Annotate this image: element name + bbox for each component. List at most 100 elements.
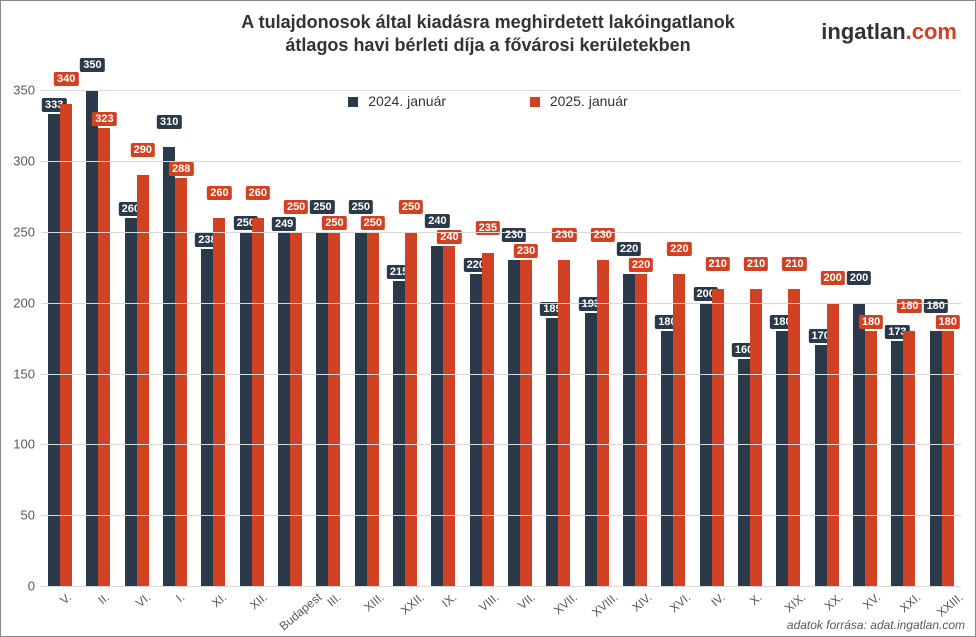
x-axis-label: XIV. — [629, 590, 655, 615]
bar-2024: 250 — [355, 232, 367, 586]
bar-value-label: 249 — [272, 217, 296, 231]
gridline — [41, 232, 961, 233]
bar-group: 333340V. — [41, 76, 79, 586]
bar-value-label: 250 — [322, 216, 346, 230]
x-axis-label: XVI. — [667, 590, 693, 615]
bar-value-label: 235 — [476, 221, 500, 235]
bar-2025: 230 — [597, 260, 609, 586]
y-axis-label: 50 — [21, 508, 35, 523]
bar-group: 249250Budapest — [271, 76, 309, 586]
bar-2025: 220 — [673, 274, 685, 586]
bar-2025: 210 — [750, 289, 762, 587]
bar-2025: 180 — [942, 331, 954, 586]
bar-2024: 220 — [470, 274, 482, 586]
bar-2025: 230 — [558, 260, 570, 586]
bar-2024: 249 — [278, 233, 290, 586]
bar-value-label: 180 — [936, 315, 960, 329]
bar-group: 189230XVII. — [539, 76, 577, 586]
bar-group: 193230XVIII. — [578, 76, 616, 586]
gridline — [41, 515, 961, 516]
y-axis-label: 350 — [13, 83, 35, 98]
bar-value-label: 350 — [80, 58, 104, 72]
bar-2024: 220 — [623, 274, 635, 586]
bar-value-label: 200 — [847, 271, 871, 285]
y-axis-label: 150 — [13, 366, 35, 381]
bar-value-label: 250 — [399, 200, 423, 214]
bar-value-label: 210 — [706, 257, 730, 271]
bar-group: 230230VII. — [501, 76, 539, 586]
bar-group: 220235VIII. — [463, 76, 501, 586]
bar-2024: 350 — [86, 90, 98, 586]
bar-group: 250250XIII. — [348, 76, 386, 586]
bar-value-label: 220 — [667, 242, 691, 256]
bar-value-label: 250 — [310, 200, 334, 214]
y-axis-label: 300 — [13, 154, 35, 169]
x-axis-label: XIII. — [361, 590, 386, 614]
bar-value-label: 260 — [246, 186, 270, 200]
bar-value-label: 180 — [897, 299, 921, 313]
x-axis-label: V. — [57, 590, 74, 607]
y-axis-label: 250 — [13, 224, 35, 239]
x-axis-label: VII. — [515, 590, 538, 612]
y-axis-label: 100 — [13, 437, 35, 452]
bar-group: 350323II. — [79, 76, 117, 586]
x-axis-label: VI. — [133, 590, 153, 610]
bar-2025: 288 — [175, 178, 187, 586]
title-line-1: A tulajdonosok által kiadásra meghirdete… — [241, 12, 734, 32]
bar-value-label: 250 — [361, 216, 385, 230]
x-axis-label: VIII. — [476, 590, 501, 614]
logo-main: ingatlan — [821, 19, 905, 44]
bar-value-label: 250 — [349, 200, 373, 214]
bar-group: 200180XV. — [846, 76, 884, 586]
bar-value-label: 180 — [924, 299, 948, 313]
bar-2024: 215 — [393, 281, 405, 586]
x-axis-label: XV. — [860, 590, 883, 612]
bar-2024: 180 — [661, 331, 673, 586]
gridline — [41, 374, 961, 375]
bar-value-label: 220 — [617, 242, 641, 256]
bar-2024: 310 — [163, 147, 175, 586]
bar-group: 240240IX. — [424, 76, 462, 586]
bar-value-label: 290 — [131, 143, 155, 157]
bar-value-label: 210 — [744, 257, 768, 271]
x-axis-label: Budapest — [277, 590, 325, 633]
gridline — [41, 90, 961, 91]
x-axis-label: II. — [96, 590, 113, 607]
chart-container: A tulajdonosok által kiadásra meghirdete… — [0, 0, 976, 637]
gridline — [41, 161, 961, 162]
bar-2024: 189 — [546, 318, 558, 586]
bar-2025: 240 — [443, 246, 455, 586]
bar-2024: 193 — [585, 313, 597, 586]
bar-2025: 210 — [788, 289, 800, 587]
x-axis-label: XVII. — [552, 590, 581, 617]
bar-2025: 290 — [137, 175, 149, 586]
brand-logo: ingatlan.com — [821, 19, 957, 45]
bar-2024: 250 — [316, 232, 328, 586]
bar-value-label: 240 — [425, 214, 449, 228]
bar-2025: 220 — [635, 274, 647, 586]
x-axis-label: XIX. — [782, 590, 808, 615]
bar-value-label: 230 — [502, 228, 526, 242]
gridline — [41, 586, 961, 587]
x-axis-label: III. — [325, 590, 344, 609]
bar-value-label: 340 — [54, 72, 78, 86]
bar-2024: 230 — [508, 260, 520, 586]
bar-group: 250260XII. — [233, 76, 271, 586]
bar-value-label: 288 — [169, 162, 193, 176]
bar-2025: 323 — [98, 128, 110, 586]
x-axis-label: IX. — [440, 590, 460, 610]
y-axis-label: 0 — [28, 579, 35, 594]
bar-group: 215250XXII. — [386, 76, 424, 586]
bar-2025: 180 — [865, 331, 877, 586]
bar-2025: 340 — [60, 104, 72, 586]
bar-group: 160210X. — [731, 76, 769, 586]
bar-group: 250250III. — [309, 76, 347, 586]
bar-2025: 250 — [290, 232, 302, 586]
title-line-2: átlagos havi bérleti díja a fővárosi ker… — [285, 35, 690, 55]
gridline — [41, 444, 961, 445]
bar-value-label: 210 — [782, 257, 806, 271]
bar-value-label: 230 — [514, 244, 538, 258]
x-axis-label: XXI. — [897, 590, 923, 615]
logo-suffix: .com — [906, 19, 957, 44]
bar-group: 180210XIX. — [769, 76, 807, 586]
